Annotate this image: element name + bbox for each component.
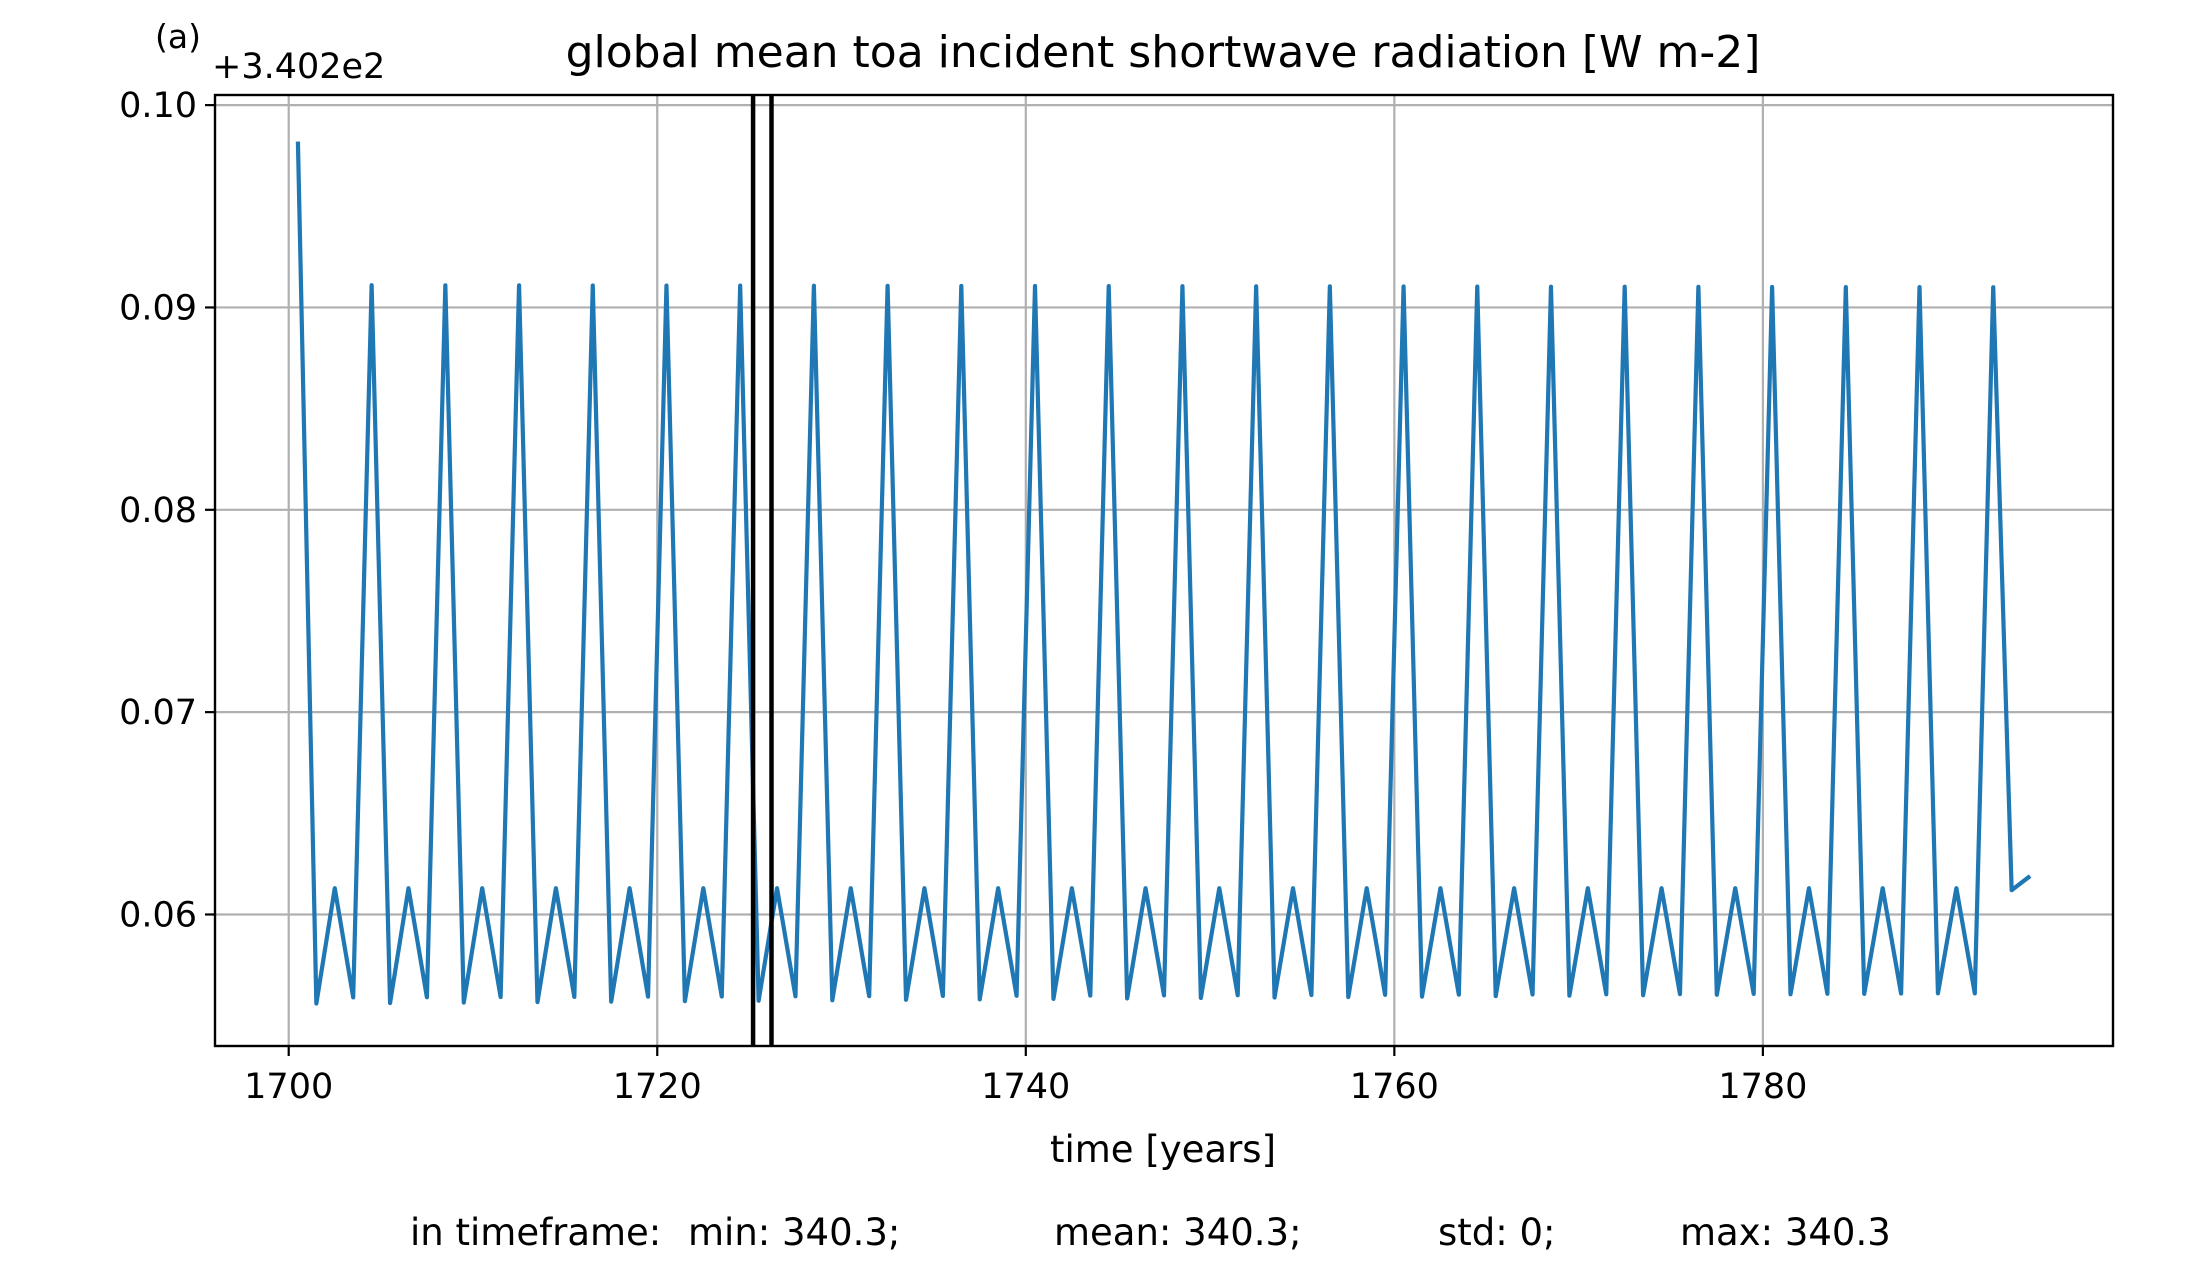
y-tick-label: 0.10 — [119, 86, 197, 126]
x-tick-label: 1740 — [981, 1067, 1070, 1107]
stats-prefix: in timeframe: — [410, 1211, 661, 1254]
x-axis-ticks: 1700 1720 1740 1760 1780 — [244, 1046, 1807, 1107]
y-axis-ticks: 0.06 0.07 0.08 0.09 0.10 — [119, 86, 215, 935]
stats-max: max: 340.3 — [1680, 1211, 1891, 1254]
x-tick-label: 1720 — [613, 1067, 702, 1107]
x-tick-label: 1760 — [1350, 1067, 1439, 1107]
y-tick-label: 0.06 — [119, 895, 197, 935]
series-layer — [295, 141, 2032, 1006]
y-tick-label: 0.07 — [119, 693, 197, 733]
plot-frame — [213, 93, 2115, 1048]
stats-mean: mean: 340.3; — [1054, 1211, 1302, 1254]
vertical-marker-layer — [750, 95, 774, 1046]
y-tick-label: 0.08 — [119, 491, 197, 531]
series-line — [295, 141, 2032, 1006]
x-tick-label: 1700 — [244, 1067, 333, 1107]
stats-min: min: 340.3; — [688, 1211, 900, 1254]
y-offset-label: +3.402e2 — [212, 47, 385, 87]
y-tick-label: 0.09 — [119, 288, 197, 328]
x-tick-label: 1780 — [1718, 1067, 1807, 1107]
chart-title: global mean toa incident shortwave radia… — [566, 27, 1761, 78]
panel-label: (a) — [155, 17, 201, 56]
x-axis-label: time [years] — [1050, 1128, 1276, 1171]
stats-std: std: 0; — [1438, 1211, 1556, 1254]
